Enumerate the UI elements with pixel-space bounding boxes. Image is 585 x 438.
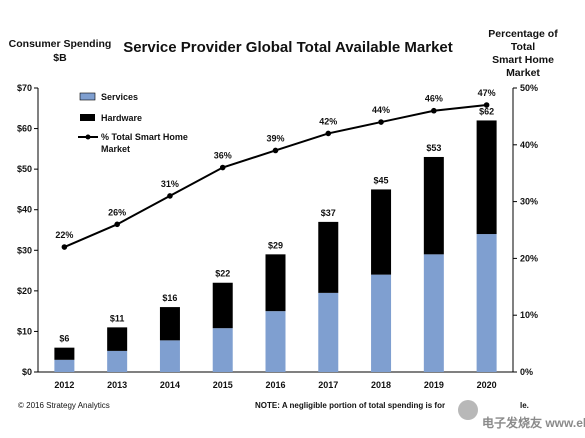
pct-label: 39%	[266, 133, 284, 143]
bar-hardware	[212, 282, 233, 329]
bar-services	[54, 359, 75, 372]
y-left-tick-label: $20	[17, 286, 32, 296]
y-left-ticks: $0 $10 $20 $30 $40 $50 $60 $70	[17, 83, 38, 377]
bar-hardware	[371, 189, 392, 275]
legend: Services Hardware % Total Smart Home Mar…	[78, 92, 188, 154]
bar-services	[476, 234, 497, 372]
x-tick-label: 2016	[265, 380, 285, 390]
pct-label: 47%	[478, 88, 496, 98]
watermark: 电子发烧友 www.elecfans.com	[458, 400, 585, 430]
bar-hardware	[318, 221, 339, 293]
y-left-tick-label: $50	[17, 164, 32, 174]
copyright: © 2016 Strategy Analytics	[18, 401, 110, 410]
legend-label-services: Services	[101, 92, 138, 102]
y-right-title-line-2: Total	[511, 41, 535, 53]
bar-services	[159, 340, 180, 372]
bar-services	[107, 350, 128, 372]
total-label: $53	[426, 143, 441, 153]
y-right-title-line-4: Market	[506, 67, 540, 79]
x-tick-label: 2017	[318, 380, 338, 390]
pct-label: 31%	[161, 179, 179, 189]
legend-label-hardware: Hardware	[101, 113, 142, 123]
x-ticks: 2012 2013 2014 2015 2016 2017 2018 2019 2020	[54, 380, 496, 390]
bar-services	[423, 254, 444, 372]
legend-swatch-services	[79, 92, 96, 101]
pct-label: 36%	[214, 151, 232, 161]
total-labels: $6 $11 $16 $22 $29 $37 $45 $53 $62	[59, 106, 494, 343]
pct-label: 26%	[108, 207, 126, 217]
bar-services	[371, 274, 392, 372]
legend-label-pct-line-2: Market	[101, 144, 130, 154]
pct-point	[61, 244, 68, 250]
bar-hardware	[159, 307, 180, 341]
pct-point	[114, 221, 120, 228]
pct-label: 44%	[372, 105, 390, 115]
x-tick-label: 2012	[54, 380, 74, 390]
y-left-tick-label: $40	[17, 205, 32, 215]
y-left-tick-label: $0	[22, 367, 32, 377]
pct-point	[167, 193, 173, 199]
pct-label: 22%	[55, 230, 73, 240]
x-tick-label: 2020	[477, 380, 497, 390]
y-right-title-line-1: Percentage of	[488, 28, 558, 40]
total-label: $16	[162, 293, 177, 303]
pct-points	[61, 102, 490, 250]
y-left-tick-label: $60	[17, 124, 32, 134]
legend-marker-pct	[85, 134, 91, 140]
pct-label: 42%	[319, 116, 337, 126]
pct-point	[272, 147, 279, 154]
y-right-tick-label: 40%	[520, 140, 538, 150]
watermark-logo-icon	[458, 400, 478, 420]
total-label: $29	[268, 240, 283, 250]
y-left-tick-label: $70	[17, 83, 32, 93]
total-label: $22	[215, 269, 230, 279]
x-tick-label: 2013	[107, 380, 127, 390]
y-left-tick-label: $10	[17, 326, 32, 336]
y-right-tick-label: 20%	[520, 253, 538, 263]
pct-point	[378, 119, 384, 125]
y-right-tick-label: 0%	[520, 367, 533, 377]
total-label: $62	[479, 106, 494, 116]
pct-labels: 22% 26% 31% 36% 39% 42% 44% 46% 47%	[55, 88, 495, 240]
bar-hardware	[54, 347, 75, 360]
pct-point	[431, 107, 437, 114]
y-right-tick-label: 10%	[520, 310, 538, 320]
y-right-tick-label: 30%	[520, 197, 538, 207]
x-tick-label: 2015	[213, 380, 233, 390]
x-tick-label: 2014	[160, 380, 180, 390]
total-label: $45	[374, 175, 389, 185]
legend-label-pct-line-1: % Total Smart Home	[101, 132, 188, 142]
pct-point	[483, 102, 490, 108]
y-left-title-line-1: Consumer Spending	[9, 38, 112, 50]
bar-services	[212, 328, 233, 372]
pct-line	[63, 104, 487, 248]
x-tick-label: 2018	[371, 380, 391, 390]
watermark-text: 电子发烧友 www.elecfans.com	[482, 415, 585, 430]
bar-hardware	[107, 327, 128, 351]
y-right-ticks: 0% 10% 20% 30% 40% 50%	[513, 83, 538, 377]
footer-note: NOTE: A negligible portion of total spen…	[255, 401, 445, 410]
total-label: $11	[110, 313, 125, 323]
pct-point	[219, 164, 226, 171]
y-left-tick-label: $30	[17, 245, 32, 255]
bar-hardware	[423, 156, 444, 255]
total-label: $37	[321, 208, 336, 218]
pct-point	[325, 130, 332, 137]
legend-swatch-hardware	[80, 114, 95, 121]
y-right-title-line-3: Smart Home	[492, 54, 554, 66]
chart-title: Service Provider Global Total Available …	[123, 39, 453, 56]
bars	[54, 120, 497, 372]
bar-services	[265, 311, 286, 372]
total-label: $6	[59, 334, 69, 344]
x-tick-label: 2019	[424, 380, 444, 390]
y-right-tick-label: 50%	[520, 83, 538, 93]
pct-label: 46%	[425, 94, 443, 104]
bar-hardware	[476, 120, 497, 235]
footer-note-tail: le.	[520, 401, 529, 410]
y-left-title-line-2: $B	[53, 52, 67, 64]
bar-hardware	[265, 254, 286, 312]
bar-services	[318, 292, 339, 372]
